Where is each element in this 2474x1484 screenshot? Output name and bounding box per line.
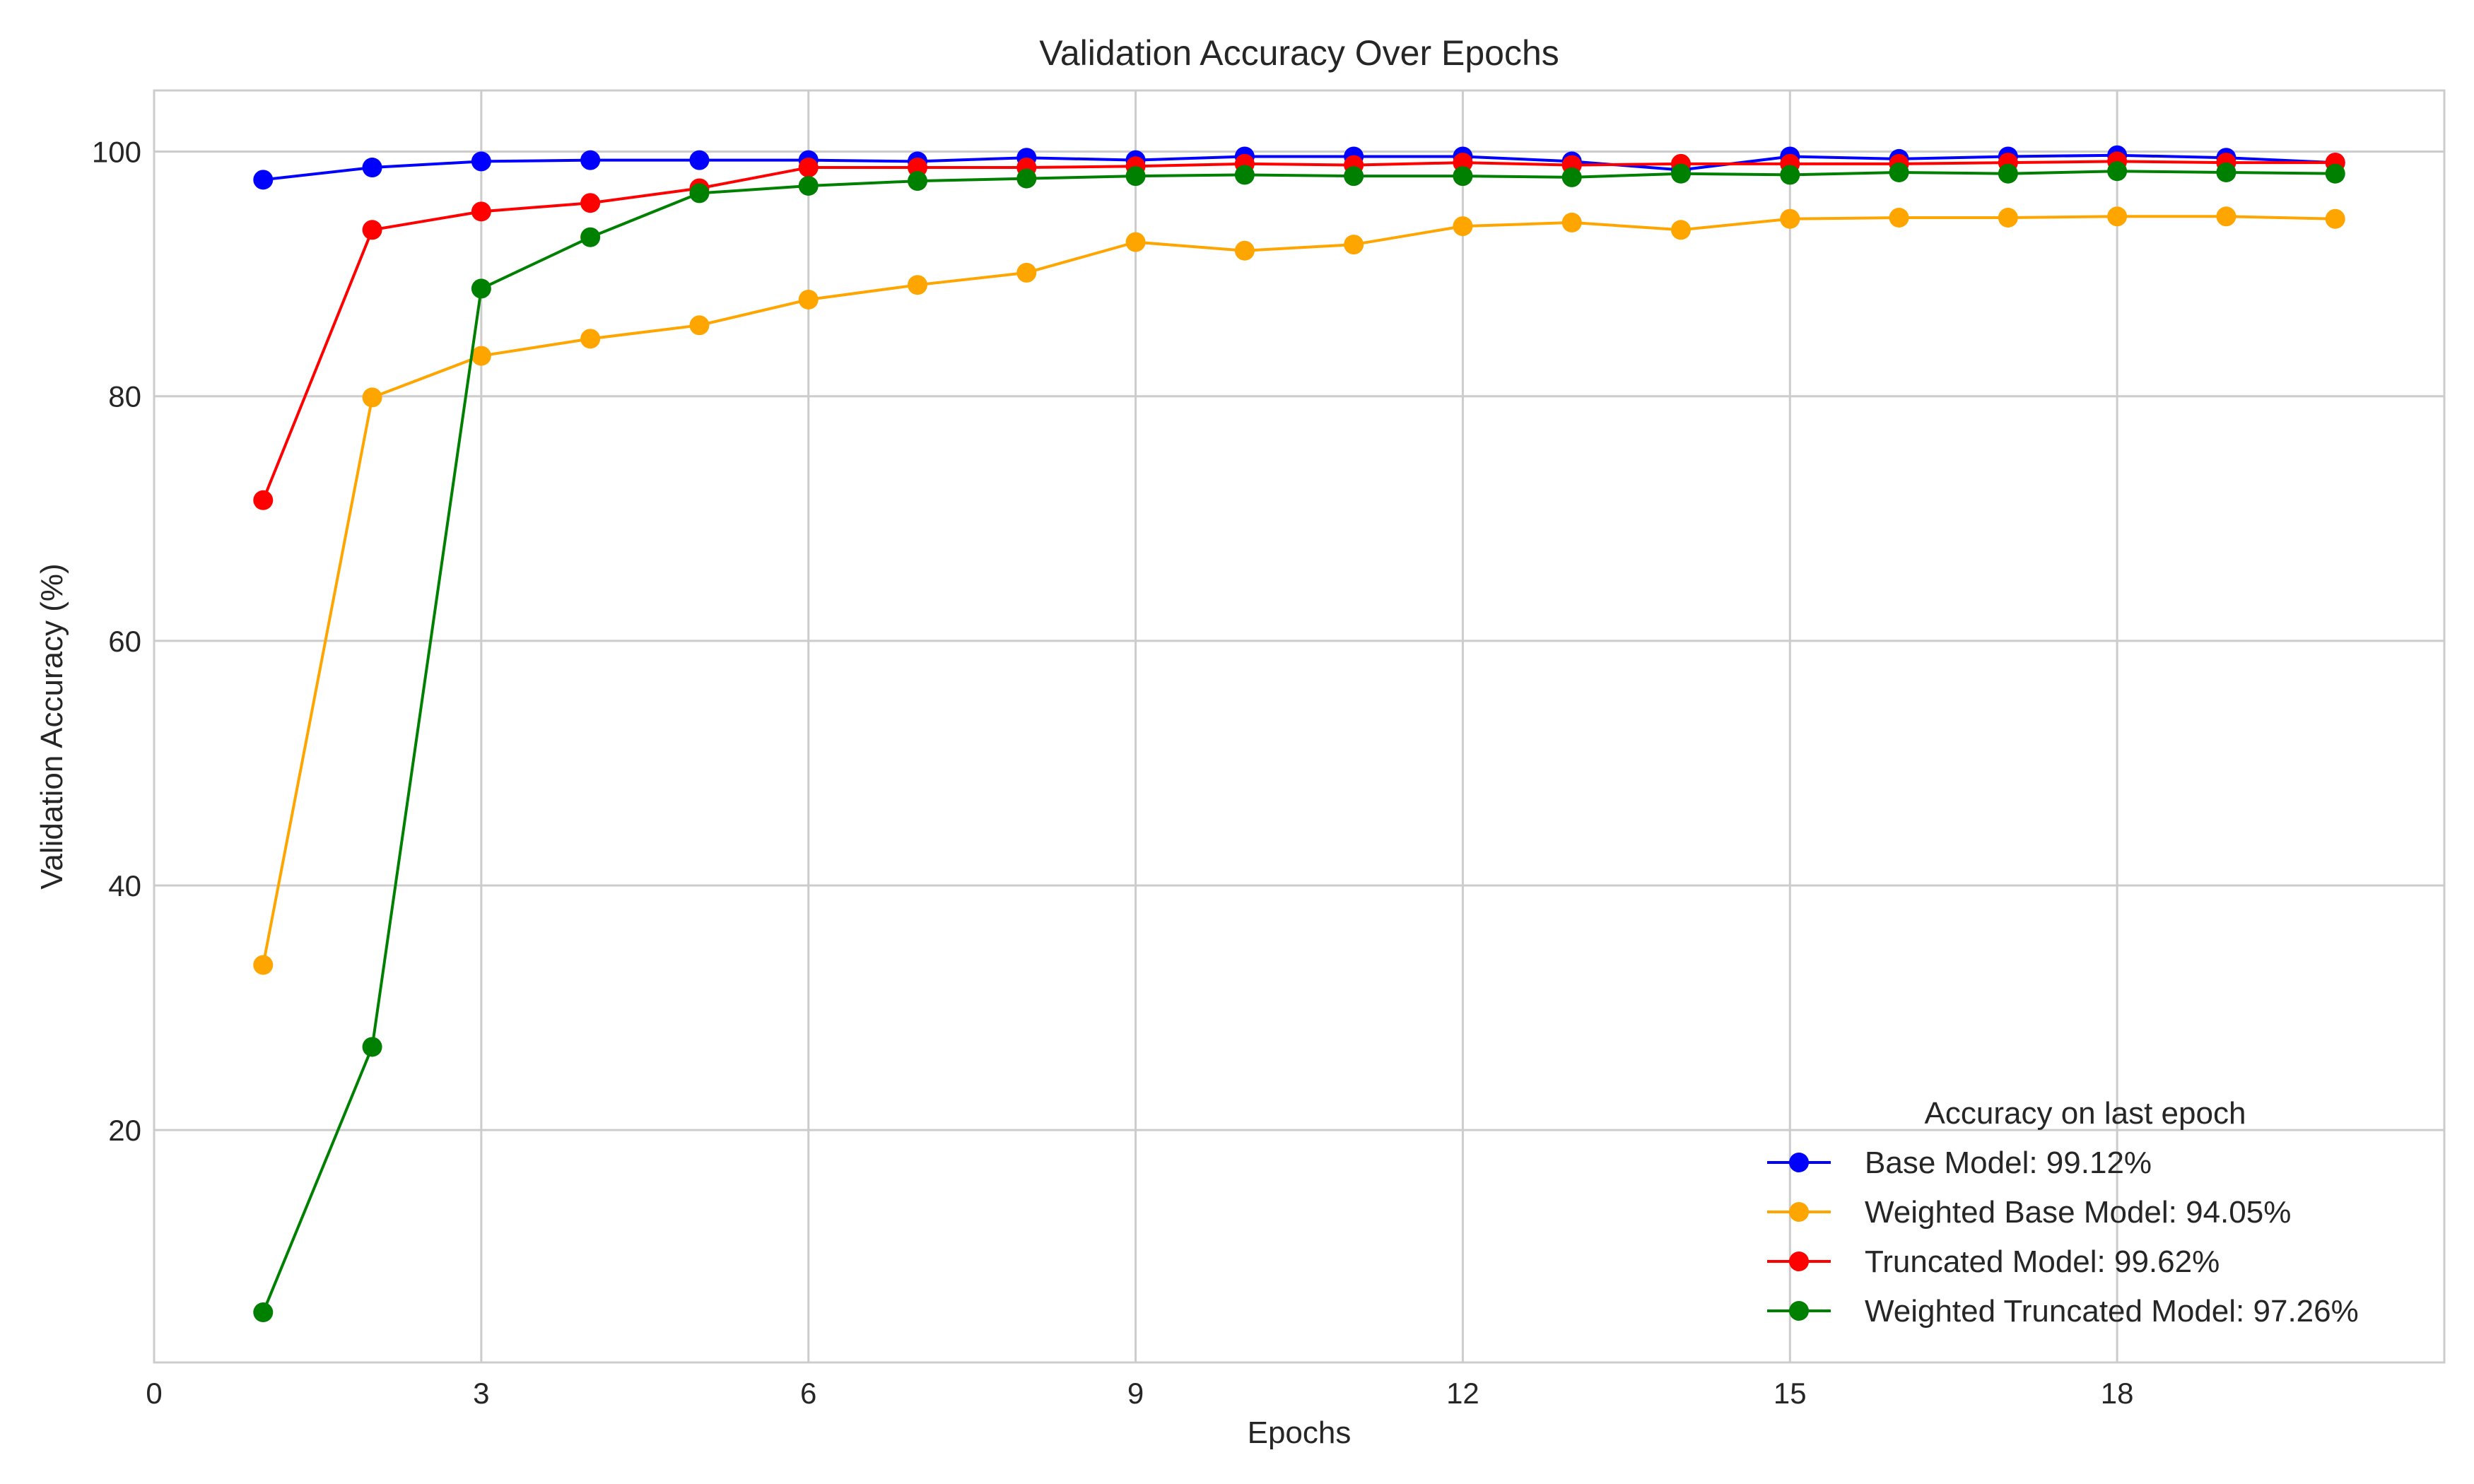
x-tick-label: 9 <box>1127 1377 1144 1410</box>
data-point <box>798 176 819 196</box>
data-point <box>1780 165 1800 185</box>
legend-label: Base Model: 99.12% <box>1865 1146 2152 1180</box>
x-tick-label: 15 <box>1774 1377 1807 1410</box>
data-point <box>580 227 601 247</box>
y-tick-label: 100 <box>92 136 141 169</box>
data-point <box>689 183 710 204</box>
y-tick-label: 20 <box>108 1114 141 1147</box>
data-point <box>908 275 927 295</box>
data-point <box>908 171 927 192</box>
data-point <box>471 278 491 299</box>
y-axis-ticks: 20 40 60 80 100 <box>92 136 141 1148</box>
data-point <box>1671 220 1691 240</box>
x-axis-ticks: 0 3 6 9 12 15 18 <box>146 1377 2133 1410</box>
data-point <box>253 955 274 975</box>
data-point <box>471 151 491 172</box>
data-point <box>2107 206 2128 227</box>
x-tick-label: 3 <box>473 1377 489 1410</box>
series-group <box>253 161 2345 1323</box>
plot-frame <box>153 89 2446 1364</box>
data-point <box>1016 262 1037 283</box>
series-group <box>253 151 2345 510</box>
x-tick-label: 18 <box>2101 1377 2134 1410</box>
data-point <box>362 220 382 240</box>
data-point <box>1889 208 1909 228</box>
x-tick-label: 0 <box>146 1377 162 1410</box>
y-tick-label: 80 <box>108 380 141 413</box>
data-point <box>253 1302 274 1323</box>
data-point <box>1561 212 1582 232</box>
data-point <box>1561 167 1582 187</box>
y-tick-label: 60 <box>108 625 141 658</box>
data-point <box>1998 163 2018 184</box>
legend-label: Weighted Base Model: 94.05% <box>1865 1195 2291 1230</box>
data-point <box>253 170 274 190</box>
data-point <box>580 150 601 170</box>
data-point <box>2325 208 2345 229</box>
data-point <box>689 150 710 170</box>
data-point <box>471 201 491 222</box>
x-tick-label: 6 <box>800 1377 816 1410</box>
series-group <box>253 206 2345 975</box>
data-point <box>1998 208 2018 228</box>
data-point <box>1234 240 1255 261</box>
legend-label: Weighted Truncated Model: 97.26% <box>1865 1294 2359 1329</box>
data-point <box>1671 163 1691 184</box>
data-point <box>1125 232 1146 252</box>
legend-title: Accuracy on last epoch <box>1925 1096 2246 1131</box>
data-point <box>362 158 382 178</box>
data-point <box>2216 162 2236 182</box>
series-line <box>262 160 2335 501</box>
legend-marker <box>1789 1252 1809 1271</box>
legend-marker <box>1789 1202 1809 1222</box>
legend-entry: Truncated Model: 99.62% <box>1767 1244 2220 1279</box>
data-point <box>580 193 601 213</box>
series-line <box>262 215 2335 965</box>
data-point <box>362 1037 382 1057</box>
data-point <box>580 329 601 349</box>
data-point <box>1234 165 1255 185</box>
series-line <box>263 153 2335 182</box>
legend-entry: Base Model: 99.12% <box>1767 1146 2152 1180</box>
data-point <box>2107 161 2128 182</box>
y-axis-label: Validation Accuracy (%) <box>35 563 69 889</box>
data-point <box>362 387 382 408</box>
series-line <box>262 170 2335 1313</box>
data-point <box>253 490 274 510</box>
data-point <box>1344 235 1364 255</box>
x-axis-label: Epochs <box>1248 1415 1352 1450</box>
data-point <box>1125 166 1146 187</box>
series-layer <box>253 145 2345 1323</box>
data-point <box>2325 163 2345 184</box>
legend-entry: Weighted Base Model: 94.05% <box>1767 1195 2291 1230</box>
data-point <box>1780 208 1800 229</box>
data-point <box>1453 166 1473 187</box>
data-point <box>1016 168 1037 189</box>
legend-entries: Base Model: 99.12% Weighted Base Model: 9… <box>1767 1146 2359 1329</box>
data-point <box>798 289 819 310</box>
y-tick-label: 40 <box>108 869 141 902</box>
legend-marker <box>1789 1153 1809 1172</box>
data-point <box>1453 216 1473 237</box>
data-point <box>2216 206 2236 227</box>
legend: Accuracy on last epoch Base Model: 99.12… <box>1767 1096 2359 1329</box>
data-point <box>689 315 710 336</box>
data-point <box>1344 166 1364 187</box>
data-point <box>1889 162 1909 182</box>
chart-title: Validation Accuracy Over Epochs <box>1039 33 1559 73</box>
legend-marker <box>1789 1301 1809 1321</box>
data-point <box>471 346 491 366</box>
data-point <box>798 158 819 178</box>
legend-label: Truncated Model: 99.62% <box>1865 1244 2220 1279</box>
legend-entry: Weighted Truncated Model: 97.26% <box>1767 1294 2359 1329</box>
x-tick-label: 12 <box>1446 1377 1479 1410</box>
